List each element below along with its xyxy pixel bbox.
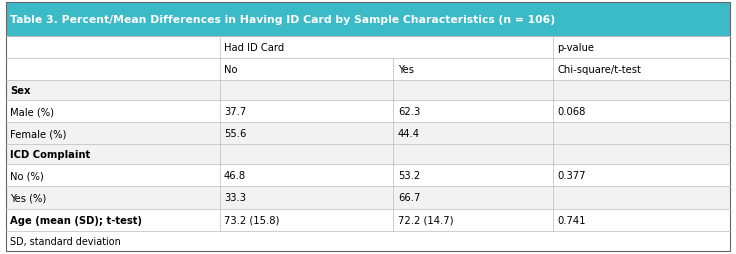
Text: 37.7: 37.7	[224, 107, 247, 117]
Text: SD, standard deviation: SD, standard deviation	[10, 236, 121, 246]
Text: 46.8: 46.8	[224, 171, 246, 181]
Text: 62.3: 62.3	[397, 107, 420, 117]
Text: ICD Complaint: ICD Complaint	[10, 150, 91, 160]
Bar	[6, 165, 730, 187]
Text: Male (%): Male (%)	[10, 107, 54, 117]
Bar	[6, 187, 730, 209]
Text: 0.068: 0.068	[557, 107, 585, 117]
Text: 73.2 (15.8): 73.2 (15.8)	[224, 215, 280, 225]
Text: 0.377: 0.377	[557, 171, 586, 181]
Text: Table 3. Percent/Mean Differences in Having ID Card by Sample Characteristics (n: Table 3. Percent/Mean Differences in Hav…	[10, 15, 556, 25]
Text: 44.4: 44.4	[397, 129, 420, 139]
Text: p-value: p-value	[557, 43, 594, 53]
Text: No (%): No (%)	[10, 171, 44, 181]
Bar	[6, 231, 730, 251]
Bar	[6, 3, 730, 37]
Bar	[6, 37, 730, 59]
Bar	[6, 209, 730, 231]
Text: Age (mean (SD); t-test): Age (mean (SD); t-test)	[10, 215, 142, 225]
Bar	[6, 101, 730, 123]
Bar	[6, 59, 730, 81]
Text: Sex: Sex	[10, 86, 31, 96]
Text: Chi-square/t-test: Chi-square/t-test	[557, 65, 641, 75]
Text: No: No	[224, 65, 238, 75]
Text: 66.7: 66.7	[397, 193, 420, 203]
Bar	[6, 123, 730, 145]
Bar	[6, 81, 730, 101]
Text: 53.2: 53.2	[397, 171, 420, 181]
Text: 0.741: 0.741	[557, 215, 586, 225]
Text: 33.3: 33.3	[224, 193, 246, 203]
Text: 72.2 (14.7): 72.2 (14.7)	[397, 215, 453, 225]
Text: Had ID Card: Had ID Card	[224, 43, 284, 53]
Text: 55.6: 55.6	[224, 129, 247, 139]
Text: Female (%): Female (%)	[10, 129, 67, 139]
Text: Yes (%): Yes (%)	[10, 193, 46, 203]
Text: Yes: Yes	[397, 65, 414, 75]
Bar	[6, 145, 730, 165]
